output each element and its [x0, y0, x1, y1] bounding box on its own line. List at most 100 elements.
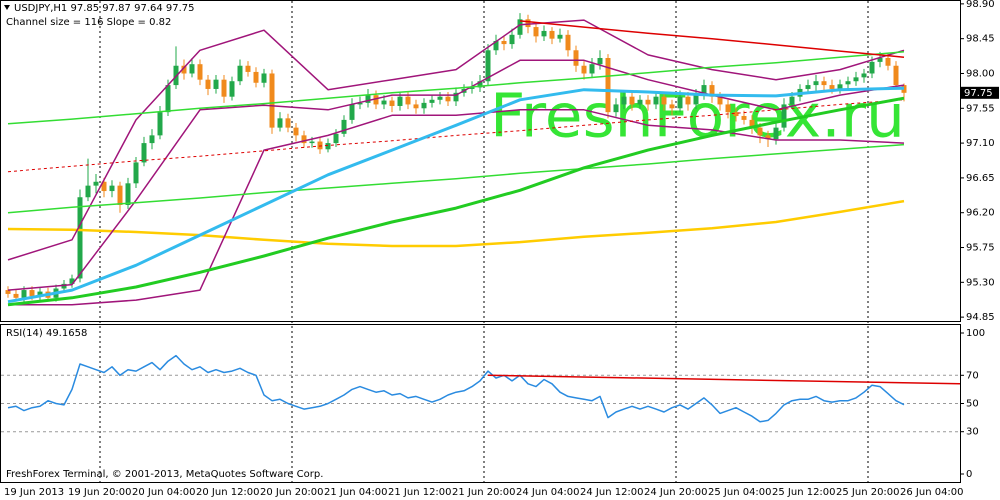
- y-tick-label: 96.65: [966, 173, 995, 184]
- candle-body: [101, 181, 107, 192]
- candle-body: [629, 96, 635, 105]
- candle-body: [813, 81, 819, 86]
- candle-body: [245, 65, 251, 72]
- candle-body: [653, 96, 659, 105]
- candle-body: [581, 65, 587, 74]
- y-tick-label: 50: [966, 399, 979, 410]
- candle-body: [205, 79, 211, 89]
- candle-body: [21, 290, 27, 298]
- candle-body: [749, 119, 755, 128]
- x-tick-label: 25 Jun 20:00: [836, 487, 900, 498]
- candle-body: [333, 133, 339, 144]
- candle-body: [525, 19, 531, 28]
- candle-body: [29, 290, 35, 297]
- candle-body: [373, 95, 379, 105]
- candle-body: [93, 181, 99, 186]
- candle-body: [61, 283, 67, 289]
- candle-body: [5, 290, 11, 294]
- candle-body: [733, 112, 739, 117]
- symbol-icon: [4, 5, 10, 10]
- candle-body: [349, 104, 355, 120]
- candle-body: [317, 141, 323, 150]
- candle-body: [677, 96, 683, 109]
- candle-body: [589, 64, 595, 74]
- indicator-line: [7, 51, 905, 125]
- candle-body: [133, 162, 139, 184]
- y-tick-label: 30: [966, 427, 979, 438]
- candle-body: [117, 185, 123, 205]
- y-tick-label: 97.10: [966, 138, 995, 149]
- y-tick-label: 94.85: [966, 312, 995, 323]
- candle-body: [453, 92, 459, 102]
- candle-body: [429, 99, 435, 103]
- candle-body: [69, 278, 75, 284]
- footer: FreshForex Terminal, © 2001-2013, MetaQu…: [6, 469, 323, 480]
- candle-body: [277, 118, 283, 128]
- candle-body: [757, 127, 763, 136]
- y-tick-label: 95.30: [966, 277, 995, 288]
- candle-body: [253, 71, 259, 83]
- candle-body: [501, 40, 507, 45]
- candle-body: [437, 96, 443, 100]
- trend-line: [487, 374, 961, 385]
- indicator-line: [7, 59, 905, 291]
- candle-body: [181, 65, 187, 74]
- candle-body: [717, 96, 723, 105]
- candle-body: [693, 95, 699, 105]
- candle-body: [261, 73, 267, 83]
- candle-body: [621, 96, 627, 105]
- y-tick-label: 0: [966, 469, 972, 480]
- candle-body: [805, 85, 811, 89]
- candle-body: [541, 30, 547, 37]
- candle-body: [157, 112, 163, 136]
- candle-body: [741, 116, 747, 120]
- candle-body: [821, 81, 827, 86]
- candle-body: [565, 34, 571, 51]
- candle-body: [893, 65, 899, 86]
- candle-body: [229, 81, 235, 97]
- candle-body: [829, 85, 835, 89]
- candle-body: [789, 96, 795, 105]
- candle-body: [685, 96, 691, 105]
- indicator-line: [7, 86, 905, 304]
- rsi-title: RSI(14) 49.1658: [6, 328, 87, 339]
- candle-body: [725, 104, 731, 113]
- candle-body: [709, 85, 715, 97]
- y-tick-label: 98.45: [966, 34, 995, 45]
- candle-body: [517, 19, 523, 35]
- indicator-line: [519, 20, 905, 58]
- candle-body: [853, 77, 859, 82]
- x-tick-label: 20 Jun 04:00: [132, 487, 196, 498]
- x-tick-label: 19 Jun 20:00: [68, 487, 132, 498]
- candle-body: [549, 30, 555, 39]
- candle-body: [885, 58, 891, 66]
- candle-body: [597, 58, 603, 65]
- indicator-line: [8, 109, 905, 306]
- candle-body: [285, 118, 291, 128]
- x-tick-label: 21 Jun 20:00: [452, 487, 516, 498]
- candle-body: [781, 104, 787, 128]
- indicator-line: [7, 19, 905, 261]
- candle-body: [197, 64, 203, 80]
- candle-body: [213, 79, 219, 89]
- x-tick-label: 25 Jun 12:00: [772, 487, 836, 498]
- y-tick-label: 96.20: [966, 208, 995, 219]
- y-tick-label: 98.00: [966, 68, 995, 79]
- candle-body: [469, 87, 475, 89]
- candle-body: [645, 99, 651, 105]
- candle-body: [493, 40, 499, 51]
- candle-body: [85, 185, 91, 198]
- candle-body: [509, 34, 515, 45]
- x-tick-label: 19 Jun 2013: [4, 487, 64, 498]
- indicator-line: [7, 143, 905, 214]
- candle-body: [421, 102, 427, 109]
- candle-body: [309, 141, 315, 144]
- x-tick-label: 24 Jun 04:00: [516, 487, 580, 498]
- candle-body: [109, 185, 115, 192]
- indicator-line: [7, 199, 905, 248]
- candle-body: [341, 119, 347, 134]
- x-tick-label: 20 Jun 20:00: [260, 487, 324, 498]
